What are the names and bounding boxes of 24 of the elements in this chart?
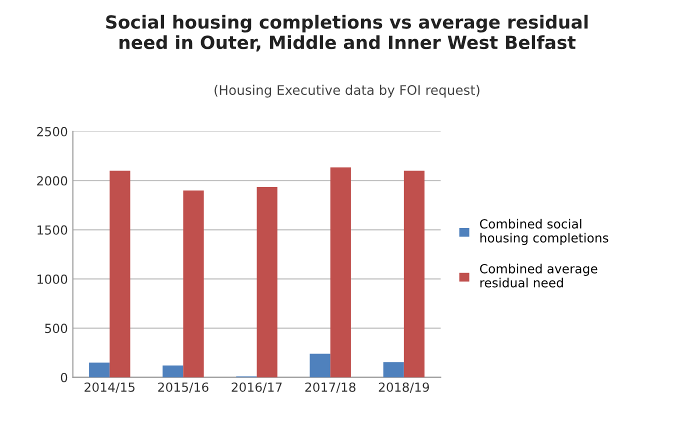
y-tick-label: 2000	[37, 176, 68, 186]
chart-title: Social housing completions vs average residual need in Outer, Middle and Inner West Belfast	[106, 14, 588, 52]
bar	[383, 362, 404, 378]
bar	[256, 187, 278, 378]
bar	[330, 167, 351, 378]
y-tick-label: 2500	[37, 126, 68, 136]
bar	[404, 170, 425, 378]
legend-label: Combined average residual need	[480, 264, 598, 288]
chart-subtitle: (Housing Executive data by FOI request)	[214, 84, 480, 98]
x-tick-label: 2015/16	[158, 382, 208, 393]
x-tick-label: 2018/19	[378, 382, 429, 393]
bar	[310, 354, 330, 378]
x-tick-label: 2017/18	[305, 382, 356, 393]
x-tick-label: 2016/17	[232, 382, 282, 393]
y-tick-label: 1000	[38, 274, 68, 284]
legend-label: Combined social housing completions	[480, 218, 608, 246]
y-tick-label: 1500	[38, 225, 68, 235]
bar	[162, 366, 184, 378]
bar	[110, 170, 130, 378]
y-tick-label: 500	[45, 324, 68, 334]
x-tick-label: 2014/15	[84, 382, 135, 393]
y-tick-label: 0	[60, 372, 68, 382]
bar	[89, 362, 110, 378]
bar	[183, 190, 204, 378]
